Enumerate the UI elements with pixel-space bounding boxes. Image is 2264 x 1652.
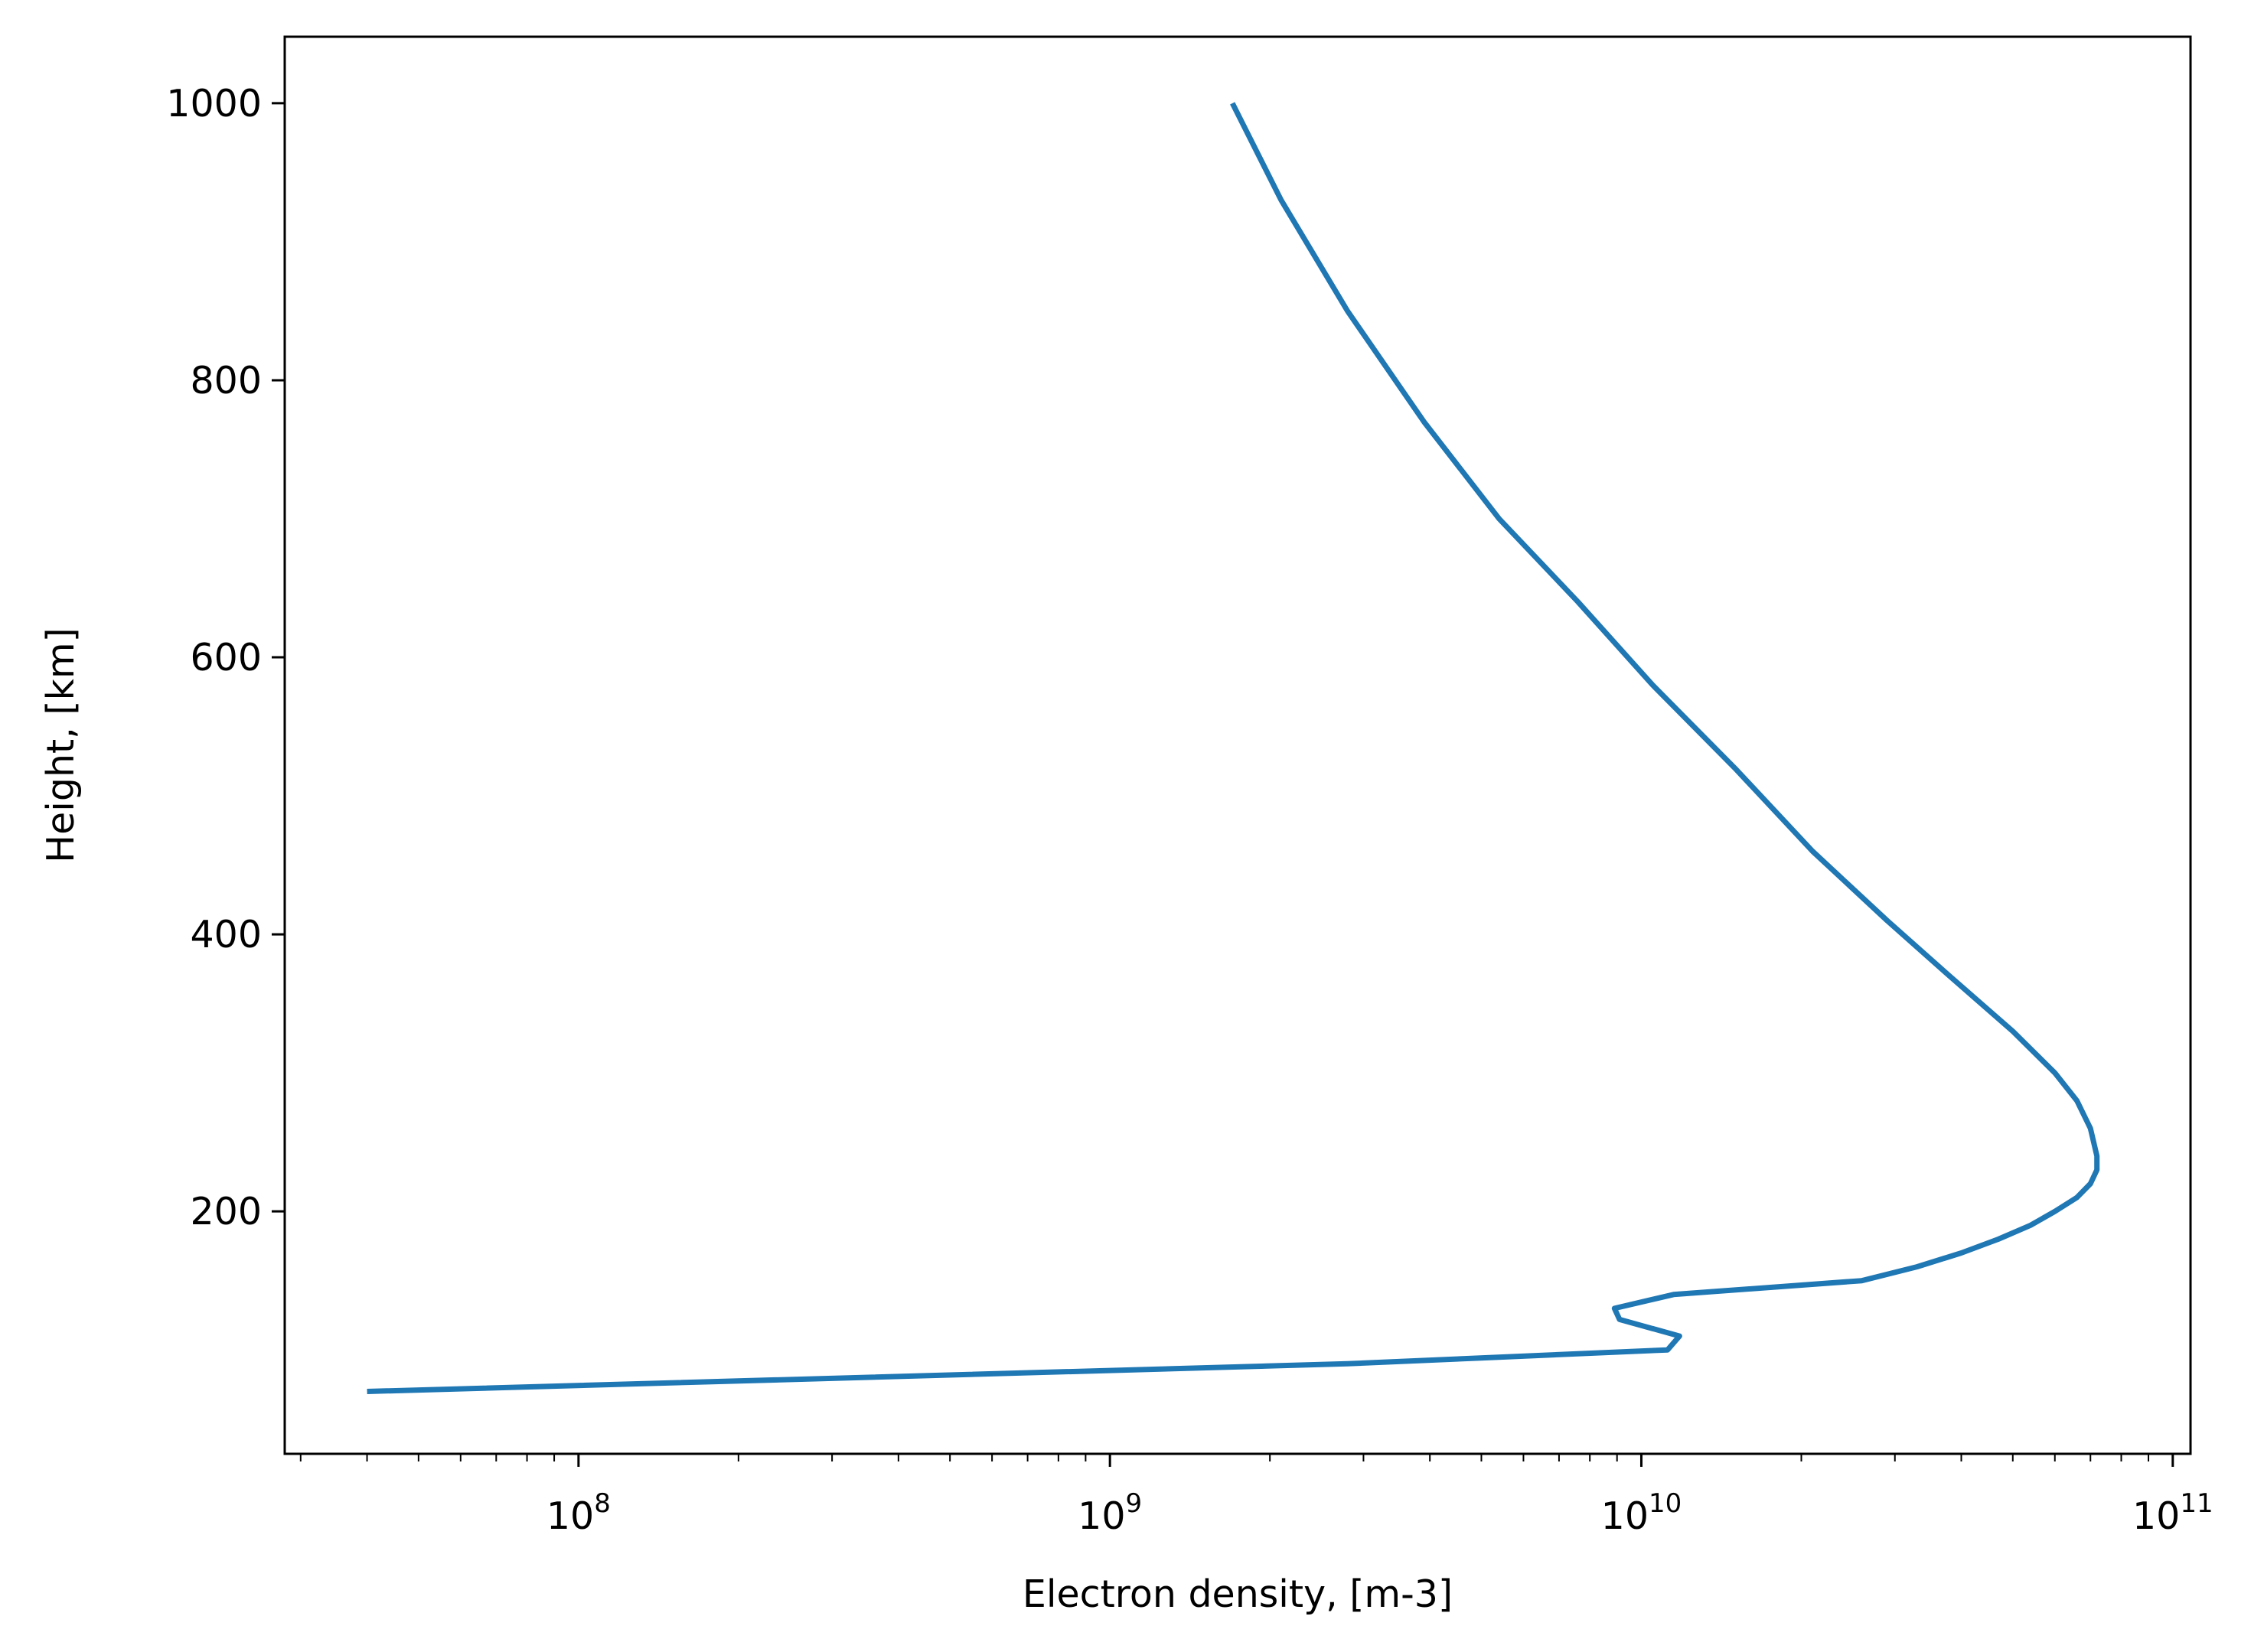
x-axis-ticks: 108 109 1010 1011 — [546, 1454, 2213, 1538]
x-tick-label-base: 10 — [546, 1494, 594, 1538]
x-tick-label: 1011 — [2132, 1488, 2213, 1538]
y-tick-label: 800 — [190, 359, 262, 402]
x-tick-label-exponent: 10 — [1649, 1488, 1682, 1519]
y-tick-label: 200 — [190, 1190, 262, 1233]
y-axis-label: Height, [km] — [39, 627, 83, 862]
x-tick-label-base: 10 — [2132, 1494, 2180, 1538]
x-tick-label-exponent: 11 — [2180, 1488, 2213, 1519]
x-tick-label: 108 — [546, 1488, 611, 1538]
series-layer — [367, 102, 2100, 1394]
y-axis-ticks: 200 400 600 800 1000 — [166, 82, 285, 1233]
x-tick-label-exponent: 8 — [594, 1488, 611, 1519]
x-tick-label: 1010 — [1601, 1488, 1682, 1538]
plot-area-frame — [283, 35, 2192, 1455]
x-minor-ticks — [299, 1454, 2150, 1461]
x-tick-label-base: 10 — [1078, 1494, 1125, 1538]
x-axis-label: Electron density, [m-3] — [1023, 1572, 1453, 1616]
y-tick-label: 400 — [190, 913, 262, 956]
y-tick-label: 600 — [190, 636, 262, 679]
x-tick-label: 109 — [1078, 1488, 1142, 1538]
y-tick-label: 1000 — [166, 82, 262, 125]
series-line — [367, 102, 2100, 1394]
x-tick-label-base: 10 — [1601, 1494, 1649, 1538]
x-tick-label-exponent: 9 — [1126, 1488, 1143, 1519]
